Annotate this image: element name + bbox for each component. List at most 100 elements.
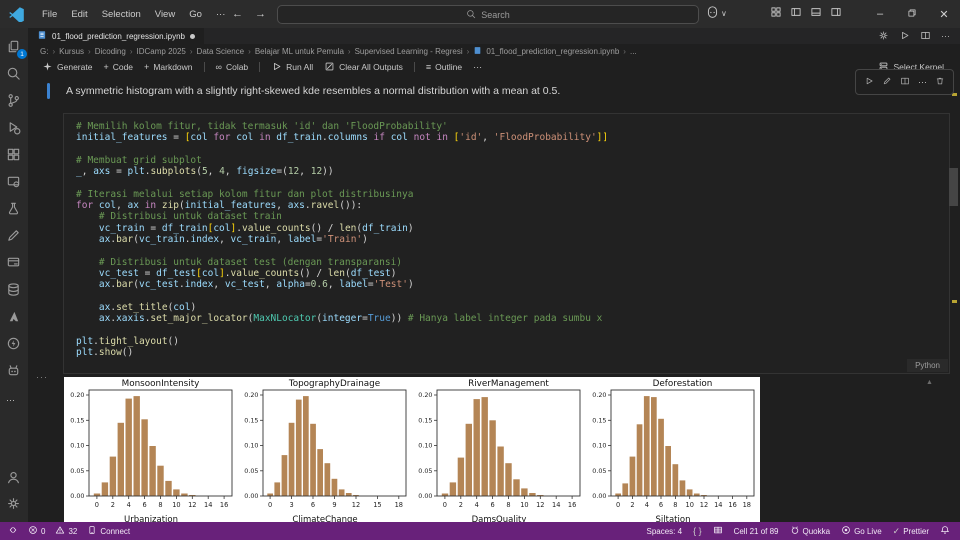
toolbar-colab[interactable]: ∞ Colab — [216, 62, 249, 72]
activitybar-testing[interactable] — [6, 201, 22, 217]
activitybar-azure[interactable] — [6, 309, 22, 325]
pencil-icon[interactable] — [882, 73, 892, 91]
editor-scrollbar[interactable] — [949, 168, 958, 206]
breadcrumb-item[interactable]: IDCamp 2025 — [136, 46, 186, 56]
menu-[interactable]: ··· — [215, 8, 226, 20]
play-icon[interactable] — [864, 73, 874, 91]
git-icon — [6, 93, 21, 113]
menu-selection[interactable]: Selection — [101, 8, 141, 20]
copilot-button[interactable]: ∨ — [706, 6, 727, 21]
gear-icon[interactable] — [878, 30, 889, 43]
activitybar-thunder-client[interactable] — [6, 336, 22, 352]
search-input[interactable]: Search — [277, 5, 699, 24]
status-remote[interactable] — [8, 525, 18, 537]
status-go-live[interactable]: Go Live — [841, 525, 882, 537]
toolbar-outline[interactable]: ≡ Outline — [426, 62, 462, 72]
close-button[interactable]: ✕ — [939, 8, 949, 21]
split-icon[interactable] — [900, 73, 910, 91]
activitybar-run-debug[interactable] — [6, 120, 22, 136]
clear-icon — [324, 61, 335, 74]
breadcrumb-item[interactable]: Data Science — [196, 46, 245, 56]
cell-language-label[interactable]: Python — [907, 359, 948, 372]
status-connect[interactable]: Connect — [87, 525, 130, 537]
svg-text:8: 8 — [158, 501, 162, 509]
status-bar: 0 32 Connect Spaces: 4 { } Cell 21 of 89 Quok… — [0, 522, 960, 540]
markdown-cell[interactable]: A symmetric histogram with a slightly ri… — [47, 83, 560, 99]
svg-text:16: 16 — [728, 501, 736, 509]
svg-text:0.05: 0.05 — [244, 467, 258, 475]
grid-icon — [713, 525, 723, 537]
activitybar-settings[interactable] — [6, 496, 22, 512]
breadcrumb-item[interactable]: Supervised Learning - Regresi — [354, 46, 463, 56]
collapse-output-icon[interactable]: ▲ — [926, 379, 933, 386]
run-icon[interactable] — [899, 30, 910, 43]
breadcrumb-separator: › — [623, 46, 626, 56]
toolbar-clear-all-outputs[interactable]: Clear All Outputs — [324, 61, 403, 74]
code-cell[interactable]: # Memilih kolom fitur, tidak termasuk 'i… — [63, 113, 950, 374]
code-editor[interactable]: # Memilih kolom fitur, tidak termasuk 'i… — [64, 114, 949, 358]
activitybar-extensions[interactable] — [6, 147, 22, 163]
activitybar-accounts[interactable] — [6, 470, 22, 486]
toolbar-markdown[interactable]: + Markdown — [144, 62, 192, 72]
activitybar-remote-explorer[interactable] — [6, 174, 22, 190]
menu-edit[interactable]: Edit — [71, 8, 88, 20]
select-kernel-label: Select Kernel — [893, 62, 944, 72]
svg-text:16: 16 — [220, 501, 228, 509]
toolbar-more[interactable]: ··· — [473, 62, 482, 72]
tab-notebook[interactable]: 01_flood_prediction_regression.ipynb — [28, 28, 204, 44]
restore-button[interactable] — [896, 8, 928, 21]
breadcrumb-item[interactable]: Kursus — [59, 46, 85, 56]
status-grid[interactable] — [713, 525, 723, 537]
toolbar-run-all[interactable]: Run All — [271, 61, 313, 74]
code-line — [76, 177, 949, 188]
svg-text:0.15: 0.15 — [418, 417, 432, 425]
toolbar-code[interactable]: + Code — [103, 62, 133, 72]
breadcrumb-more[interactable]: ... — [629, 46, 637, 56]
back-icon[interactable]: ← — [232, 8, 243, 20]
layout-grid-icon[interactable] — [770, 5, 782, 23]
layout-panel-icon[interactable] — [810, 5, 822, 23]
status-warnings[interactable]: 32 — [55, 525, 77, 537]
activitybar-ai-assistant[interactable] — [6, 363, 22, 379]
toolbar-label: Run All — [286, 62, 314, 72]
layout-right-icon[interactable] — [830, 5, 842, 23]
status-quokka[interactable]: Quokka — [790, 525, 830, 537]
histogram-RiverManagement: 0.00 0.05 0.10 0.15 0.20 0 2 4 6 8 10 12 14 16 RiverMa… — [418, 379, 581, 509]
activitybar-search[interactable] — [6, 66, 22, 82]
code-line: for col, ax in zip(initial_features, axs… — [76, 200, 363, 212]
status-prettier[interactable]: ✓ Prettier — [893, 526, 929, 537]
more-actions-icon[interactable]: ··· — [941, 31, 950, 41]
layout-sidebar-icon[interactable] — [790, 5, 802, 23]
activitybar-source-control[interactable] — [6, 93, 22, 109]
breadcrumb-file[interactable]: 01_flood_prediction_regression.ipynb — [486, 46, 620, 56]
forward-icon[interactable]: → — [255, 8, 266, 20]
output-more-actions-icon[interactable]: ··· — [36, 372, 48, 382]
svg-text:8: 8 — [506, 501, 510, 509]
trash-icon[interactable] — [935, 73, 945, 91]
menu-go[interactable]: Go — [189, 8, 202, 20]
tab-bar: 01_flood_prediction_regression.ipynb ··· — [28, 28, 960, 44]
toolbar-generate[interactable]: Generate — [42, 61, 92, 74]
activitybar-explorer[interactable]: 1 — [6, 39, 27, 59]
activitybar-database[interactable] — [6, 282, 22, 298]
breadcrumb-item[interactable]: Belajar ML untuk Pemula — [254, 46, 344, 56]
overview-ruler-marker — [952, 300, 957, 303]
breadcrumb-item[interactable]: Dicoding — [94, 46, 126, 56]
status-spaces[interactable]: Spaces: 4 — [646, 527, 682, 536]
menu-file[interactable]: File — [42, 8, 58, 20]
breadcrumb-item[interactable]: G: — [40, 46, 49, 56]
status-bell[interactable] — [940, 525, 950, 537]
menu-view[interactable]: View — [154, 8, 176, 20]
status-errors[interactable]: 0 — [28, 525, 45, 537]
svg-text:0.00: 0.00 — [244, 492, 258, 500]
activitybar-more[interactable]: ··· — [6, 390, 22, 406]
code-line: vc_train = df_train[col].value_counts() … — [98, 222, 414, 234]
activitybar-sqltools[interactable] — [6, 255, 22, 271]
status-braces[interactable]: { } — [693, 526, 702, 536]
modified-dot-icon[interactable] — [189, 33, 195, 39]
activitybar-draw[interactable] — [6, 228, 22, 244]
ellipsis-icon[interactable]: ··· — [918, 77, 927, 87]
status-cell-indicator[interactable]: Cell 21 of 89 — [734, 527, 779, 536]
split-editor-icon[interactable] — [920, 30, 931, 43]
minimize-button[interactable]: – — [876, 8, 884, 20]
